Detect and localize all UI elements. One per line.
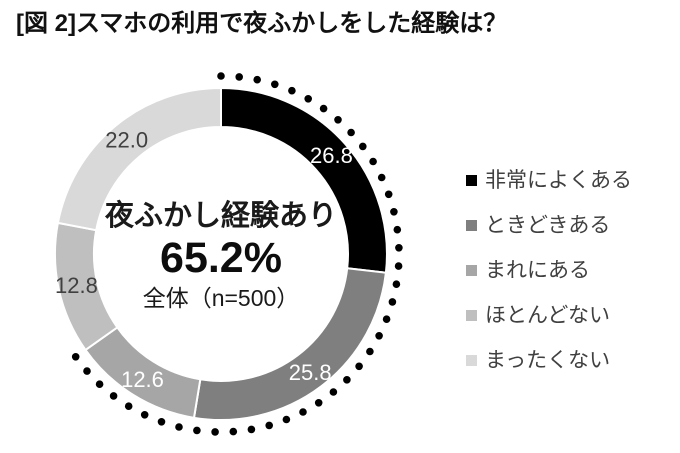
legend-label: まれにある	[485, 259, 590, 282]
page-title: [図 2]スマホの利用で夜ふかしをした経験は？	[16, 10, 508, 37]
highlight-dot	[382, 315, 391, 324]
highlight-dot	[369, 157, 377, 166]
legend-label: ほとんどない	[485, 304, 610, 327]
highlight-dot	[211, 428, 219, 436]
highlight-dot	[288, 86, 296, 95]
highlight-dot	[140, 411, 149, 419]
highlight-dot	[235, 73, 243, 81]
legend-item-4: まったくない	[466, 348, 632, 373]
highlight-dot	[319, 104, 328, 113]
legend-label: まったくない	[485, 349, 611, 372]
donut-center-label: 夜ふかし経験あり 65.2% 全体（n=500）	[104, 198, 337, 311]
highlight-dot	[366, 347, 374, 356]
highlight-dot	[393, 225, 402, 234]
legend-swatch-icon	[466, 265, 477, 276]
legend-item-2: まれにある	[466, 258, 632, 283]
highlight-dot	[314, 399, 323, 407]
highlight-dot	[355, 362, 363, 371]
highlight-dot	[329, 388, 338, 396]
center-label-note: 全体（n=500）	[143, 285, 300, 311]
legend-item-0: 非常によくある	[466, 168, 632, 193]
chart-legend: 非常によくある ときどきある まれにある ほとんどない まったくない	[466, 168, 632, 393]
highlight-dot	[175, 423, 183, 431]
segment-value-label-2: 12.6	[121, 367, 164, 392]
legend-swatch-icon	[466, 355, 477, 366]
legend-swatch-icon	[466, 175, 477, 186]
center-label-title: 夜ふかし経験あり	[104, 198, 337, 232]
highlight-dot	[392, 280, 401, 289]
legend-label: 非常によくある	[485, 169, 632, 192]
highlight-dot	[377, 173, 386, 182]
highlight-dot	[253, 75, 261, 84]
highlight-dot	[388, 298, 397, 306]
highlight-dot	[271, 80, 279, 89]
legend-swatch-icon	[466, 220, 477, 231]
highlight-dot	[347, 128, 355, 137]
highlight-dot	[229, 427, 238, 436]
highlight-dot	[282, 415, 291, 424]
segment-value-label-0: 26.8	[310, 143, 353, 168]
highlight-dot	[109, 392, 118, 400]
highlight-dot	[359, 142, 367, 151]
highlight-dot	[265, 421, 274, 430]
legend-swatch-icon	[466, 310, 477, 321]
highlight-dot	[71, 353, 80, 361]
segment-value-label-4: 22.0	[105, 128, 148, 153]
donut-segment-4	[56, 87, 222, 232]
highlight-dot	[124, 402, 133, 411]
segment-value-label-3: 12.8	[55, 273, 98, 298]
highlight-dot	[304, 95, 313, 103]
highlight-dot	[394, 262, 403, 270]
highlight-dot	[395, 244, 403, 252]
highlight-dot	[343, 376, 351, 384]
highlight-dot	[299, 408, 307, 416]
center-label-value: 65.2%	[160, 234, 282, 282]
highlight-dot	[217, 72, 225, 80]
highlight-dot	[334, 116, 342, 124]
highlight-dot	[193, 426, 201, 435]
highlight-dot	[375, 332, 383, 340]
donut-segments	[53, 87, 388, 421]
highlight-dot	[95, 380, 104, 389]
segment-value-label-1: 25.8	[289, 360, 332, 385]
legend-label: ときどきある	[485, 214, 611, 237]
highlight-dotted-arc	[71, 72, 403, 436]
legend-item-3: ほとんどない	[466, 303, 632, 328]
segment-value-labels: 26.8 25.8 12.6 12.8 22.0	[55, 128, 353, 393]
highlight-dot	[157, 418, 166, 426]
highlight-dot	[247, 425, 256, 434]
legend-item-1: ときどきある	[466, 213, 632, 238]
highlight-dot	[83, 367, 91, 375]
highlight-dot	[384, 190, 393, 199]
highlight-dot	[390, 208, 398, 216]
